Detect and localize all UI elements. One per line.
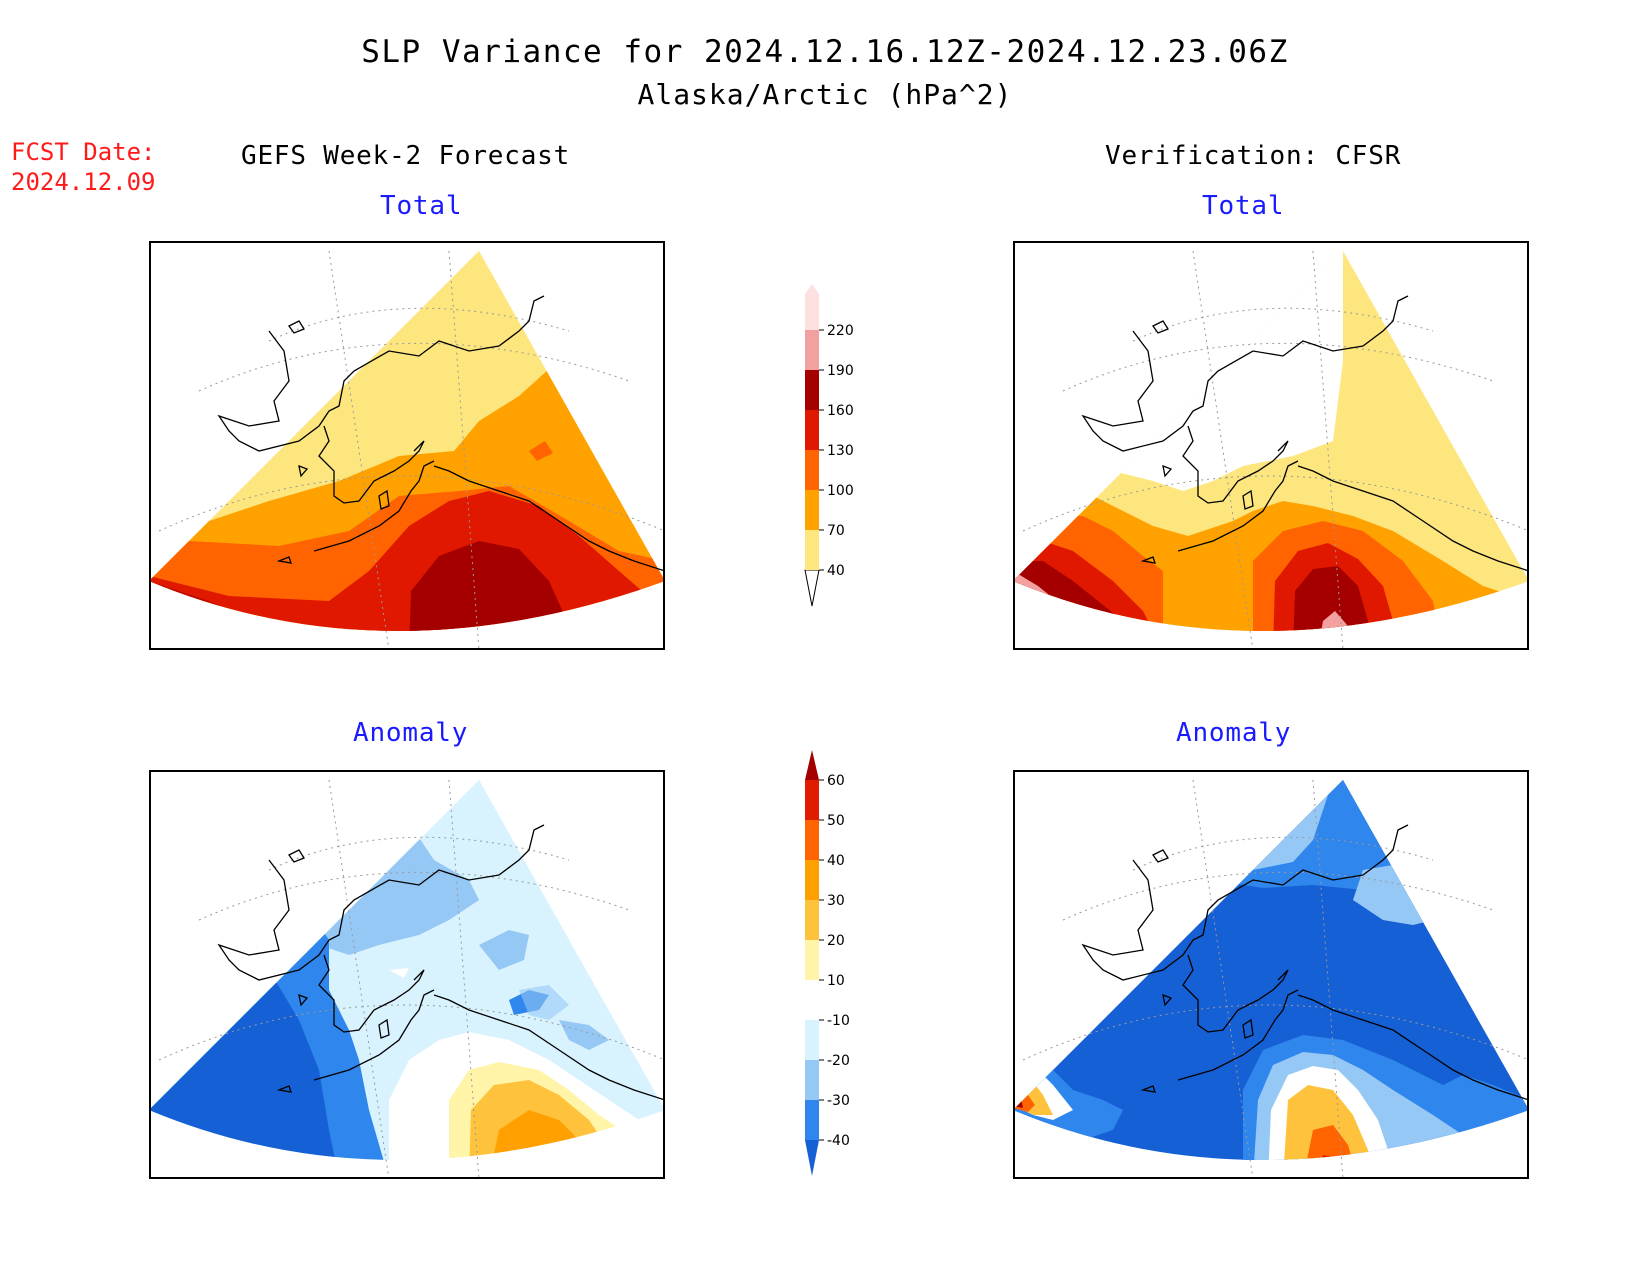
anomaly-colorbar-tick-label: 60 xyxy=(827,773,845,789)
verification-anomaly-title: Anomaly xyxy=(1176,718,1292,748)
total-colorbar-box xyxy=(805,330,819,370)
anomaly-colorbar-tick-label: -40 xyxy=(827,1133,850,1149)
total-colorbar-tick-label: 100 xyxy=(827,483,854,499)
total-colorbar-box xyxy=(805,410,819,450)
total-colorbar-box xyxy=(805,490,819,530)
forecast-date-label: FCST Date: xyxy=(11,138,156,166)
total-colorbar-box xyxy=(805,450,819,490)
total-colorbar-low-arrow xyxy=(804,569,820,607)
verification-total-map xyxy=(1013,241,1529,650)
forecast-anomaly-title: Anomaly xyxy=(353,718,469,748)
anomaly-colorbar-tick-label: 10 xyxy=(827,973,845,989)
anomaly-colorbar: -40 -30 -20 -10 10 20 30 40 50 60 xyxy=(805,750,850,1176)
total-colorbar-tick-label: 40 xyxy=(827,563,845,579)
total-colorbar-box xyxy=(805,284,819,330)
forecast-column-header: GEFS Week-2 Forecast xyxy=(241,141,571,171)
anomaly-colorbar-box xyxy=(805,1060,819,1100)
total-colorbar-box xyxy=(805,370,819,410)
anomaly-colorbar-tick-label: -10 xyxy=(827,1013,850,1029)
forecast-total-title: Total xyxy=(380,191,463,221)
forecast-anomaly-map xyxy=(149,770,665,1179)
anomaly-colorbar-tick-label: -30 xyxy=(827,1093,850,1109)
total-colorbar-tick-label: 130 xyxy=(827,443,854,459)
total-colorbar-tick-label: 220 xyxy=(827,323,854,339)
total-colorbar-tick-label: 190 xyxy=(827,363,854,379)
total-colorbar-tick-label: 70 xyxy=(827,523,845,539)
anomaly-colorbar-high-arrow xyxy=(805,750,819,780)
anomaly-colorbar-tick-label: 40 xyxy=(827,853,845,869)
anomaly-colorbar-low-arrow xyxy=(805,1140,819,1176)
anomaly-colorbar-box xyxy=(805,860,819,900)
verification-total-title: Total xyxy=(1202,191,1285,221)
forecast-date: 2024.12.09 xyxy=(11,168,156,196)
anomaly-colorbar-box xyxy=(805,820,819,860)
total-colorbar-tick-label: 160 xyxy=(827,403,854,419)
total-colorbar-box xyxy=(805,530,819,570)
anomaly-colorbar-box xyxy=(805,1020,819,1060)
anomaly-colorbar-tick-label: 20 xyxy=(827,933,845,949)
verification-column-header: Verification: CFSR xyxy=(1105,141,1402,171)
forecast-total-map xyxy=(149,241,665,650)
total-colorbar: 40 70 100 130 160 190 220 xyxy=(804,284,854,607)
anomaly-colorbar-tick-label: 50 xyxy=(827,813,845,829)
anomaly-colorbar-tick-label: -20 xyxy=(827,1053,850,1069)
anomaly-colorbar-box xyxy=(805,940,819,980)
figure-title: SLP Variance for 2024.12.16.12Z-2024.12.… xyxy=(361,34,1289,70)
verification-anomaly-map xyxy=(1013,770,1529,1179)
anomaly-colorbar-box xyxy=(805,900,819,940)
anomaly-colorbar-tick-label: 30 xyxy=(827,893,845,909)
figure-subtitle: Alaska/Arctic (hPa^2) xyxy=(637,78,1013,111)
anomaly-colorbar-box xyxy=(805,980,819,1020)
anomaly-colorbar-box xyxy=(805,780,819,820)
anomaly-colorbar-box xyxy=(805,1100,819,1140)
